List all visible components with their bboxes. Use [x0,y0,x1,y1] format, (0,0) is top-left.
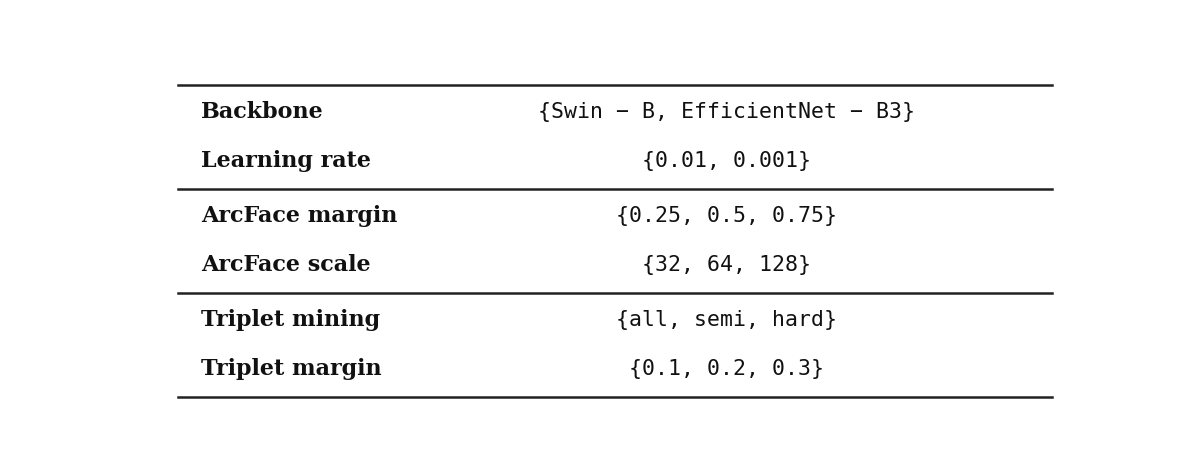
Text: ArcFace scale: ArcFace scale [202,254,371,276]
Text: Triplet margin: Triplet margin [202,358,382,380]
Text: {all, semi, hard}: {all, semi, hard} [616,310,838,330]
Text: {32, 64, 128}: {32, 64, 128} [642,255,811,275]
Text: Triplet mining: Triplet mining [202,309,380,331]
Text: {0.01, 0.001}: {0.01, 0.001} [642,151,811,171]
Text: {Swin − B, EfficientNet − B3}: {Swin − B, EfficientNet − B3} [538,102,916,122]
Text: {0.1, 0.2, 0.3}: {0.1, 0.2, 0.3} [629,359,824,379]
Text: {0.25, 0.5, 0.75}: {0.25, 0.5, 0.75} [616,206,838,226]
Text: Learning rate: Learning rate [202,150,371,172]
Text: ArcFace margin: ArcFace margin [202,206,397,227]
Text: Backbone: Backbone [202,101,324,123]
